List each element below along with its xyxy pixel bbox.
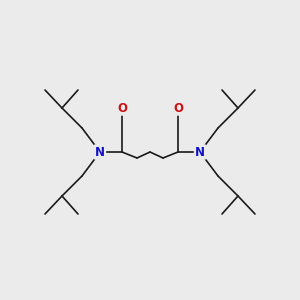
Text: O: O (173, 101, 183, 115)
Text: N: N (95, 146, 105, 158)
Text: O: O (117, 101, 127, 115)
Text: N: N (195, 146, 205, 158)
